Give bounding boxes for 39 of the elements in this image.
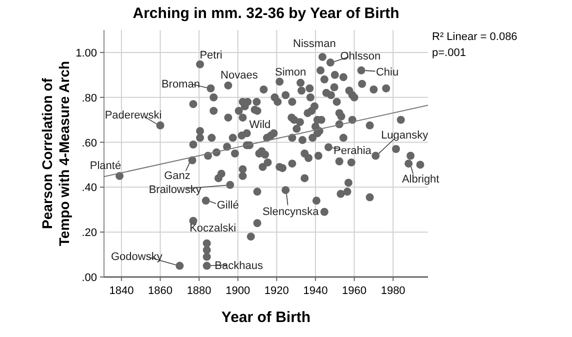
annotation: Paderewski <box>104 109 162 122</box>
y-axis-title: Pearson Correlation of Tempo with 4-Measure Arch <box>39 60 72 246</box>
x-tick-label: 1960 <box>342 285 367 297</box>
annotation: Brailowsky <box>148 184 202 196</box>
chart-title: Arching in mm. 32-36 by Year of Birth <box>132 5 400 22</box>
annotation: Wild <box>249 118 271 131</box>
x-tick-label: 1980 <box>380 285 406 297</box>
annotation: Lugansky <box>381 130 429 142</box>
x-tick-label: 1920 <box>264 285 289 297</box>
annotation: Simon <box>274 66 306 79</box>
annotation: Nissman <box>293 38 336 50</box>
y-tick-label: .00 <box>82 272 97 284</box>
annotation: Gillé <box>216 200 239 212</box>
x-tick-label: 1900 <box>226 285 250 297</box>
y-tick-label: .20 <box>82 227 97 240</box>
annotation: Backhaus <box>214 260 264 272</box>
annotation: Koczalski <box>190 222 236 234</box>
x-axis-title: Year of Birth <box>221 309 311 326</box>
annotation: Planté <box>90 160 122 172</box>
annotation: Broman <box>161 78 200 90</box>
y-tick-label: .40 <box>82 182 97 194</box>
annotation: Ohlsson <box>340 50 381 63</box>
annotation: Petri <box>200 49 222 62</box>
y-tick-label: .60 <box>82 137 97 150</box>
annotation: Slencynska <box>262 206 320 218</box>
y-tick-label: 1.00 <box>76 47 97 60</box>
x-tick-label: 1860 <box>148 285 173 297</box>
annotation: Albright <box>402 174 440 186</box>
x-tick-label: 1880 <box>186 285 212 297</box>
x-tick-label: 1940 <box>303 285 328 297</box>
annotation: Ganz <box>164 170 190 182</box>
annotation: Novaes <box>220 69 258 82</box>
text: p=.001 <box>432 47 466 59</box>
y-tick-label: .80 <box>82 92 97 104</box>
x-tick-label: 1840 <box>109 285 134 297</box>
annotation: Perahia <box>334 145 372 158</box>
text: R² Linear = 0.086 <box>432 31 518 43</box>
annotation: Godowsky <box>110 250 163 263</box>
annotation: Chiu <box>376 66 399 78</box>
